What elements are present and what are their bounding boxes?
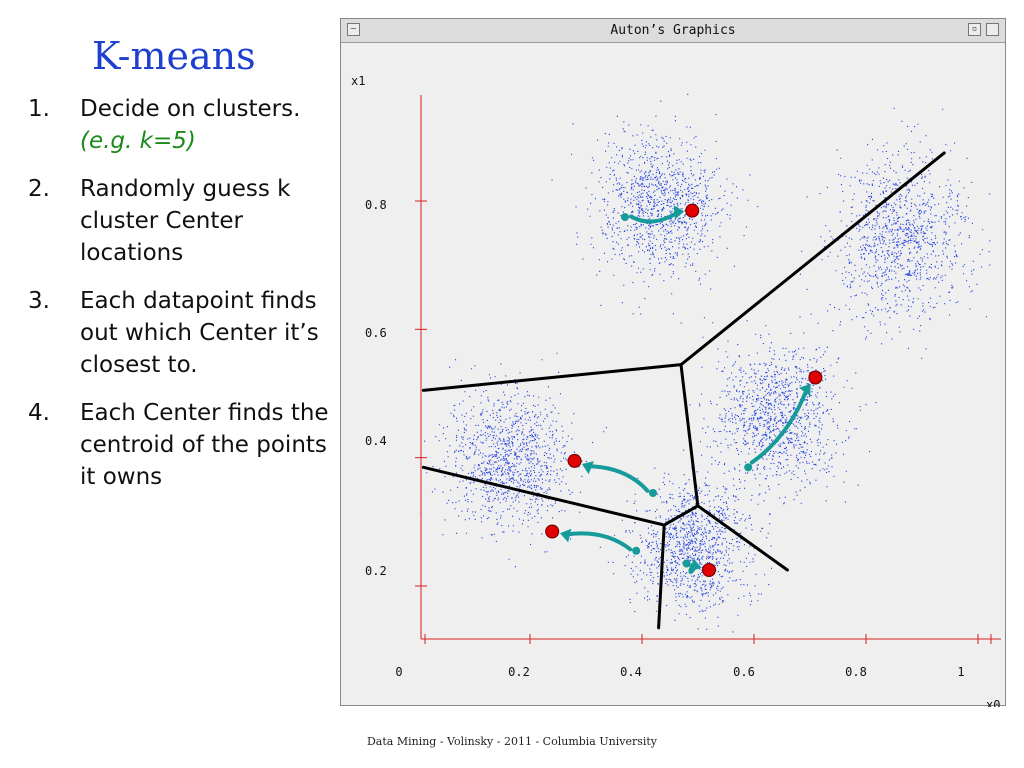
step-4: 4. Each Center finds the centroid of the… — [28, 397, 346, 493]
boundary-line — [679, 363, 700, 508]
boundary-line — [679, 151, 946, 367]
move-arrow — [749, 386, 810, 465]
boundary-line — [421, 465, 666, 527]
data-point-cloud — [799, 107, 991, 359]
point-cluster-5 — [607, 446, 776, 633]
old-center-dot — [621, 213, 629, 222]
old-center-dot — [744, 463, 753, 472]
step-3: 3. Each datapoint finds out which Center… — [28, 285, 346, 381]
point-cluster-2 — [799, 107, 991, 359]
step-number: 4. — [28, 400, 50, 426]
data-points — [420, 93, 991, 633]
window-restore-button[interactable]: ▫ — [968, 23, 981, 36]
window-maximize-button[interactable] — [986, 23, 999, 36]
y-tick-label: 0.6 — [365, 326, 387, 340]
y-axis-label: x1 — [351, 74, 365, 88]
arrow-head — [582, 461, 594, 475]
boundary-line — [696, 504, 789, 572]
slide-title: K-means — [92, 34, 256, 78]
axes: 0 0.2 0.4 0.6 0.8 1 0.2 0.4 0.6 0.8 x0 x1 — [351, 74, 1001, 707]
step-2: 2. Randomly guess k cluster Center locat… — [28, 173, 346, 269]
move-arrow — [563, 531, 633, 552]
step-number: 2. — [28, 176, 50, 202]
window-minimize-button[interactable]: — — [347, 23, 360, 36]
old-center-dot — [649, 489, 657, 497]
step-note: (e.g. k=5) — [80, 128, 196, 154]
step-text: Randomly guess k cluster Center location… — [80, 176, 291, 266]
old-center-dot — [632, 546, 641, 555]
boundary-line — [662, 504, 700, 527]
cluster-center-4 — [545, 524, 560, 539]
step-1: 1. Decide on clusters. (e.g. k=5) — [28, 93, 346, 157]
move-arrow — [628, 209, 681, 224]
step-text: Each Center finds the centroid of the po… — [80, 400, 329, 490]
data-point-cloud — [551, 93, 759, 324]
arrow-head — [673, 205, 685, 220]
step-number: 1. — [28, 96, 50, 122]
kmeans-scatter-plot: 0 0.2 0.4 0.6 0.8 1 0.2 0.4 0.6 0.8 x0 x1 — [351, 74, 1001, 707]
cluster-center-1 — [685, 203, 700, 218]
step-text: Decide on clusters. — [80, 96, 301, 122]
cluster-center-3 — [567, 453, 582, 468]
window-title: Auton’s Graphics — [610, 23, 736, 38]
move-arrow — [585, 464, 650, 493]
arrow-head — [799, 383, 811, 397]
data-point-cloud — [607, 446, 776, 633]
step-text: Each datapoint finds out which Center it… — [80, 288, 319, 378]
x-tick-label: 1 — [957, 665, 964, 679]
arrow-head — [689, 558, 702, 572]
step-number: 3. — [28, 288, 50, 314]
cluster-centers — [545, 203, 823, 577]
graphics-window: — Auton’s Graphics ▫ 0 0.2 0.4 0.6 0.8 1 0.2 0.… — [340, 18, 1006, 707]
x-tick-label: 0.2 — [508, 665, 530, 679]
y-tick-label: 0.4 — [365, 434, 387, 448]
x-tick-label: 0.6 — [733, 665, 755, 679]
arrow-head — [559, 528, 572, 543]
x-tick-label: 0 — [395, 665, 402, 679]
point-cluster-1 — [551, 93, 759, 324]
voronoi-boundaries — [421, 151, 946, 630]
boundary-line — [421, 363, 683, 392]
slide-footer: Data Mining - Volinsky - 2011 - Columbia… — [366, 735, 658, 748]
old-center-dot — [682, 559, 691, 568]
center-move-arrows — [559, 205, 811, 575]
window-titlebar[interactable]: — Auton’s Graphics ▫ — [341, 19, 1005, 43]
x-tick-label: 0.4 — [620, 665, 642, 679]
x-axis-label: x0 — [986, 698, 1000, 707]
cluster-center-5 — [702, 563, 716, 577]
cluster-center-2 — [808, 370, 823, 385]
boundary-line — [657, 523, 666, 630]
x-tick-label: 0.8 — [845, 665, 867, 679]
y-tick-label: 0.8 — [365, 198, 387, 212]
y-tick-label: 0.2 — [365, 564, 387, 578]
steps-list: 1. Decide on clusters. (e.g. k=5) 2. Ran… — [28, 93, 346, 509]
